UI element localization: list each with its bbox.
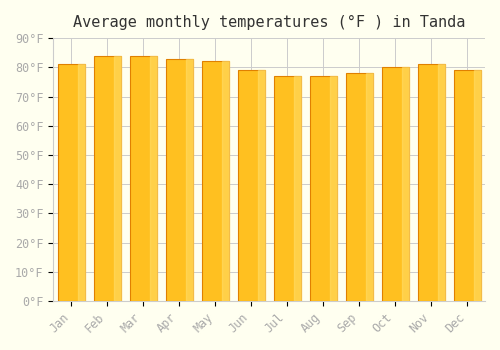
Bar — [366, 73, 372, 301]
Bar — [186, 58, 192, 301]
Bar — [438, 64, 444, 301]
Bar — [58, 64, 84, 301]
Bar — [294, 76, 300, 301]
Bar — [474, 70, 480, 301]
Bar — [166, 58, 192, 301]
Bar — [310, 76, 336, 301]
Bar — [114, 56, 120, 301]
Bar — [418, 64, 444, 301]
Bar — [382, 67, 408, 301]
Bar — [330, 76, 336, 301]
Bar — [402, 67, 408, 301]
Bar — [274, 76, 300, 301]
Bar — [238, 70, 264, 301]
Bar — [258, 70, 264, 301]
Bar — [202, 62, 228, 301]
Bar — [454, 70, 480, 301]
Title: Average monthly temperatures (°F ) in Tanda: Average monthly temperatures (°F ) in Ta… — [73, 15, 466, 30]
Bar — [222, 62, 228, 301]
Bar — [346, 73, 372, 301]
Bar — [150, 56, 156, 301]
Bar — [130, 56, 156, 301]
Bar — [78, 64, 84, 301]
Bar — [94, 56, 120, 301]
